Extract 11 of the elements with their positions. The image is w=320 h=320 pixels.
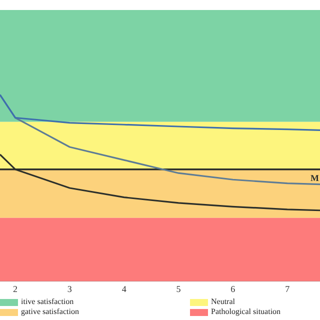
x-tick-label: 2 (12, 284, 18, 294)
legend-label: gative satisfaction (21, 307, 79, 317)
x-tick-label: 6 (230, 284, 236, 294)
ref-line-label: M (310, 173, 320, 184)
x-tick-label: 5 (176, 284, 182, 294)
legend-label: Pathological situation (211, 307, 281, 317)
x-tick-label: 3 (67, 284, 72, 294)
legend-label: Neutral (211, 297, 235, 307)
x-tick-label: 4 (122, 284, 127, 294)
x-tick-label: 7 (285, 284, 290, 294)
legend-label: itive satisfaction (21, 297, 74, 307)
